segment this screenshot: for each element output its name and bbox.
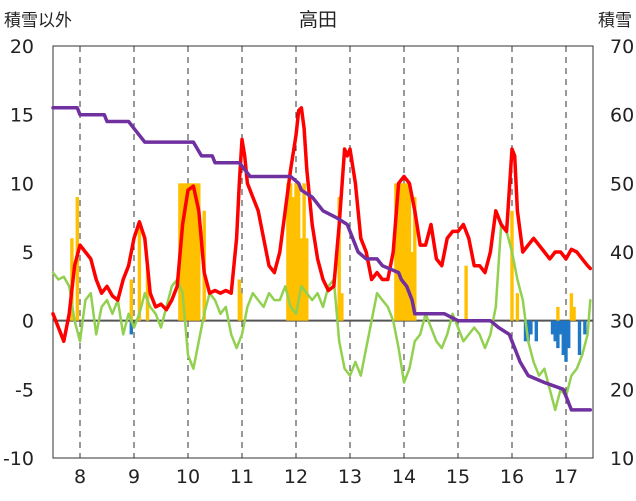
right-tick-label: 60 (610, 105, 634, 127)
snowfall-bar (572, 306, 576, 321)
snow-decrease-bar (556, 320, 560, 349)
snowfall-bar (396, 183, 401, 321)
left-tick-label: 10 (10, 173, 34, 195)
left-tick-label: -10 (3, 448, 34, 470)
snowfall-bar (402, 183, 406, 321)
right-tick-label: 30 (610, 311, 634, 333)
snow-decrease-bar (564, 320, 568, 362)
x-tick-label: 15 (446, 466, 470, 488)
right-tick-label: 50 (610, 173, 634, 195)
snow-decrease-bar (529, 320, 533, 335)
snowfall-bar (183, 183, 187, 321)
left-tick-label: 15 (10, 105, 34, 127)
snowfall-bar (191, 183, 196, 321)
x-tick-label: 14 (392, 466, 416, 488)
grid-lines (53, 46, 593, 458)
snowfall-bar (405, 183, 409, 321)
snowfall-bar (305, 238, 309, 321)
snow-decrease-bar (561, 320, 565, 355)
snow-decrease-bar (558, 320, 563, 335)
x-tick-label: 12 (284, 466, 308, 488)
snow-decrease-bar (553, 320, 557, 342)
left-tick-label: 20 (10, 36, 34, 58)
snow-depth-line (51, 106, 593, 412)
series-lines (51, 106, 593, 412)
snowfall-bar (137, 224, 142, 321)
right-tick-label: 70 (610, 36, 634, 58)
x-tick-label: 10 (176, 466, 200, 488)
snowfall-bar (189, 183, 193, 321)
snowfall-bar (288, 183, 293, 321)
snow-decrease-bar (523, 320, 528, 342)
snowfall-bar (569, 293, 574, 321)
snowfall-bar (299, 238, 304, 321)
snowfall-bar (239, 293, 243, 321)
snow-decrease-bar (534, 320, 538, 342)
temp-min-line (51, 223, 592, 412)
temp-max-line (51, 106, 593, 344)
snow-decrease-bar (550, 320, 555, 335)
snowfall-bar (197, 183, 201, 321)
snowfall-bar (302, 183, 306, 321)
snowfall-bar (186, 183, 190, 321)
x-tick-label: 8 (74, 466, 86, 488)
plot-frame (52, 45, 594, 459)
snowfall-bar (394, 183, 398, 321)
snowfall-bar (129, 279, 133, 321)
snow-decrease-bar (577, 320, 582, 355)
snowfall-bar (145, 265, 150, 321)
snowfall-bar (291, 197, 295, 321)
snowfall-bar (399, 183, 403, 321)
snow-decrease-bars (129, 320, 587, 362)
right-tick-label: 20 (610, 379, 634, 401)
left-tick-label: 5 (22, 242, 34, 264)
left-tick-label: 0 (22, 311, 34, 333)
x-tick-label: 16 (500, 466, 524, 488)
snow-decrease-bar (129, 320, 133, 335)
snowfall-bar (515, 293, 520, 321)
snowfall-bar (286, 183, 290, 321)
snowfall-bar (297, 183, 301, 321)
chart-title: 高田 (299, 9, 337, 31)
x-tick-labels: 8 9 10 11 12 13 14 15 16 17 (74, 466, 578, 488)
snowfall-bar (464, 265, 468, 321)
snowfall-bar (194, 183, 198, 321)
right-tick-labels: 10 20 30 40 50 60 70 (610, 36, 634, 470)
plot-area (52, 45, 594, 459)
x-tick-label: 17 (554, 466, 578, 488)
snowfall-bar (410, 252, 414, 321)
x-tick-label: 9 (128, 466, 140, 488)
snow-decrease-bar (526, 320, 530, 342)
right-axis-label: 積雪 (598, 11, 632, 31)
left-tick-label: -5 (15, 379, 34, 401)
snowfall-bar (413, 197, 417, 321)
right-tick-label: 10 (610, 448, 634, 470)
snow-decrease-bar (567, 320, 571, 349)
snow-decrease-bar (583, 320, 587, 335)
snowfall-bar (340, 293, 344, 321)
x-tick-label: 11 (230, 466, 254, 488)
snowfall-bar (510, 210, 514, 321)
left-axis-label: 積雪以外 (4, 11, 72, 31)
x-tick-label: 13 (338, 466, 362, 488)
snowfall-bar (337, 197, 341, 321)
snowfall-bar (407, 183, 412, 321)
right-tick-label: 40 (610, 242, 634, 264)
snowfall-bar (294, 183, 298, 321)
left-tick-labels: -10 -5 0 5 10 15 20 (3, 36, 34, 470)
snowfall-bar (180, 183, 185, 321)
snowfall-bar (556, 306, 560, 321)
